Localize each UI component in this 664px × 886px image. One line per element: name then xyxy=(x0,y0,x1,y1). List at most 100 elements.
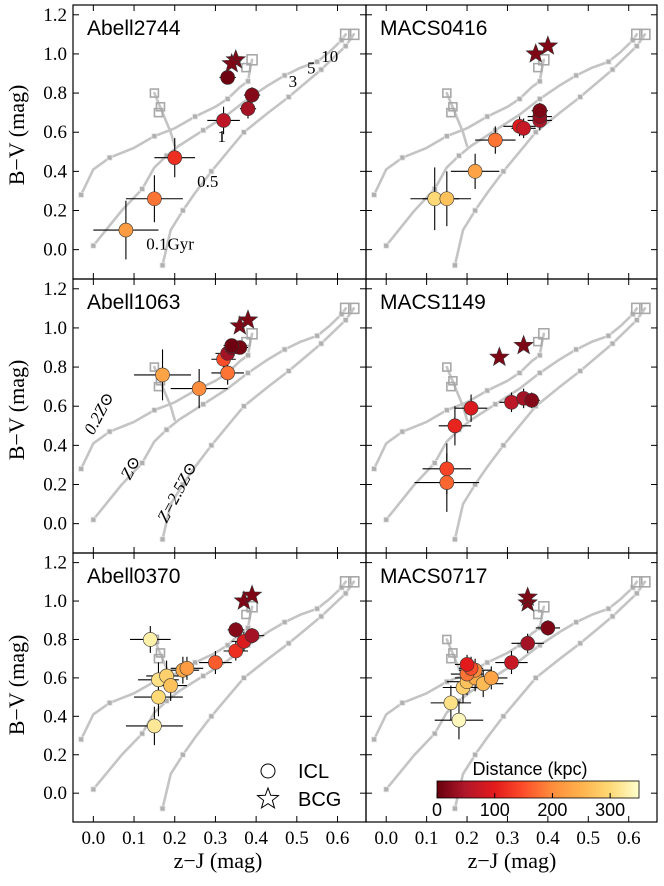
x-tick-label: 0.5 xyxy=(285,828,309,849)
track-age-marker xyxy=(532,62,543,73)
track-age-marker xyxy=(318,66,325,73)
panel-frame xyxy=(72,278,367,554)
legend: ICL BCG xyxy=(256,761,341,811)
legend-bcg-label: BCG xyxy=(298,789,341,811)
panel-title: Abell0370 xyxy=(87,565,180,588)
bcg-star xyxy=(241,584,263,605)
plot-area xyxy=(78,28,360,269)
y-tick-label: 0.6 xyxy=(43,122,67,143)
track-age-marker xyxy=(532,674,539,681)
y-axis-label-bottom: B−V (mag) xyxy=(4,635,29,736)
icl-point xyxy=(244,628,260,643)
track-age-marker xyxy=(179,481,186,488)
x-tick-label: 0.0 xyxy=(81,828,105,849)
y-tick-label: 0.8 xyxy=(43,357,67,378)
track-age-marker xyxy=(314,332,321,339)
icl-point xyxy=(220,70,235,85)
track-age-marker xyxy=(536,370,543,376)
icl-point xyxy=(143,632,158,647)
icl-point xyxy=(147,191,162,207)
y-tick-label: 0.2 xyxy=(43,745,67,766)
track-end-marker xyxy=(339,28,352,41)
metallicity-label: Z⊙ xyxy=(117,453,145,483)
track-age-marker xyxy=(605,605,612,612)
colorbar-gradient xyxy=(436,780,640,799)
track-age-marker xyxy=(452,262,458,269)
track-age-marker xyxy=(159,805,166,812)
y-tick-label: 1.0 xyxy=(43,591,67,612)
track-age-marker xyxy=(285,94,292,100)
icl-point xyxy=(228,622,244,638)
track-age-marker xyxy=(609,66,616,73)
track-age-marker xyxy=(106,428,113,435)
track-age-marker xyxy=(78,736,85,743)
icl-point xyxy=(439,475,455,490)
track-age-marker xyxy=(149,362,160,372)
icl-point xyxy=(467,164,483,179)
track-age-marker xyxy=(338,311,345,318)
y-tick-label: 0.8 xyxy=(43,83,67,104)
track-end-marker xyxy=(538,327,550,340)
y-tick-label: 0.0 xyxy=(43,783,67,804)
track-age-marker xyxy=(577,640,584,647)
track-age-marker xyxy=(577,368,584,374)
model-track xyxy=(453,307,647,541)
age-label: 10 xyxy=(321,47,338,66)
colorbar-tick-label: 200 xyxy=(537,800,567,820)
track-age-marker xyxy=(446,107,456,118)
track-age-marker xyxy=(139,460,146,466)
track-end-marker xyxy=(639,576,651,588)
track-age-marker xyxy=(281,619,288,626)
y-tick-label: 0.6 xyxy=(43,396,67,417)
model-track xyxy=(384,580,639,791)
y-tick-label: 1.0 xyxy=(43,318,67,339)
track-end-marker xyxy=(538,600,550,613)
track-age-marker xyxy=(90,786,97,793)
track-age-marker xyxy=(159,536,166,543)
track-age-marker xyxy=(245,78,251,85)
bcg-star xyxy=(237,309,259,329)
icl-point xyxy=(447,418,463,434)
y-tick-label: 0.0 xyxy=(43,514,67,535)
track-age-marker xyxy=(342,43,349,49)
track-age-marker xyxy=(208,713,215,720)
track-age-marker xyxy=(318,613,325,620)
x-tick-label: 0.4 xyxy=(244,828,268,849)
y-axis-label-top: B−V (mag) xyxy=(4,85,29,186)
track-age-marker xyxy=(500,168,507,175)
age-label: 1 xyxy=(217,127,226,146)
panel-macs0717: 0.0 0.1 0.2 0.3 0.4 0.5 0.6 MACS0717 xyxy=(365,552,658,849)
track-end-marker xyxy=(347,28,360,41)
track-age-marker xyxy=(500,713,507,720)
model-track xyxy=(161,33,356,267)
plot-area xyxy=(371,576,651,812)
model-track xyxy=(453,33,647,267)
track-end-marker xyxy=(630,302,643,315)
track-age-marker xyxy=(448,375,458,386)
track-age-marker xyxy=(78,465,85,472)
track-age-marker xyxy=(318,340,325,347)
track-age-marker xyxy=(448,648,458,658)
icl-point xyxy=(244,87,260,103)
y-tick-label: 0.0 xyxy=(43,240,67,261)
track-end-marker xyxy=(630,28,643,41)
model-track xyxy=(384,33,639,247)
icl-point xyxy=(463,400,479,416)
colorbar-tick-label: 300 xyxy=(595,800,625,820)
age-label: 0.5 xyxy=(197,172,218,191)
track-age-marker xyxy=(442,362,452,372)
track-age-marker xyxy=(431,730,438,737)
panel-title: MACS0717 xyxy=(380,565,487,588)
track-age-marker xyxy=(383,516,390,523)
y-tick-label: 0.8 xyxy=(43,629,67,650)
track-age-marker xyxy=(446,381,456,392)
x-tick-label: 0.2 xyxy=(455,828,479,849)
track-age-marker xyxy=(516,96,523,102)
icl-point xyxy=(520,636,535,651)
track-age-marker xyxy=(472,751,479,758)
track-age-marker xyxy=(371,736,377,743)
x-tick-label: 0.3 xyxy=(204,828,228,849)
track-age-marker xyxy=(241,62,251,73)
y-tick-label: 0.2 xyxy=(43,201,67,222)
